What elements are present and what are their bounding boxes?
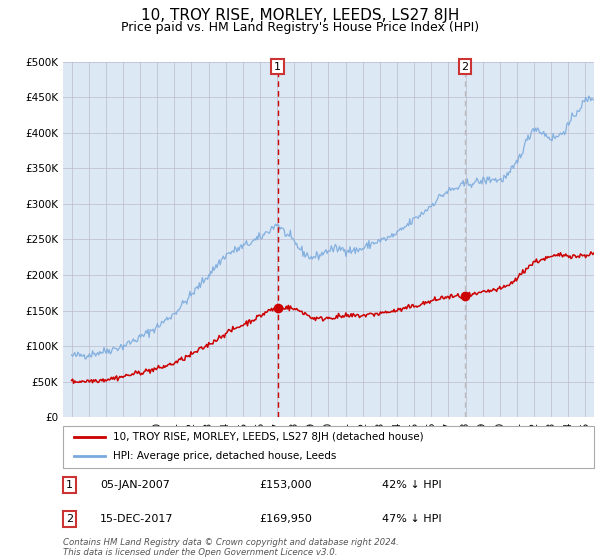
Text: 1: 1 [274,62,281,72]
Text: £169,950: £169,950 [259,514,313,524]
Text: Price paid vs. HM Land Registry's House Price Index (HPI): Price paid vs. HM Land Registry's House … [121,21,479,34]
Text: 15-DEC-2017: 15-DEC-2017 [100,514,173,524]
Text: 47% ↓ HPI: 47% ↓ HPI [382,514,441,524]
Text: 05-JAN-2007: 05-JAN-2007 [100,480,170,490]
Text: 2: 2 [461,62,469,72]
Text: 10, TROY RISE, MORLEY, LEEDS, LS27 8JH: 10, TROY RISE, MORLEY, LEEDS, LS27 8JH [141,8,459,24]
FancyBboxPatch shape [63,426,594,468]
Text: 1: 1 [66,480,73,490]
Text: 42% ↓ HPI: 42% ↓ HPI [382,480,441,490]
Text: 10, TROY RISE, MORLEY, LEEDS, LS27 8JH (detached house): 10, TROY RISE, MORLEY, LEEDS, LS27 8JH (… [113,432,424,442]
Text: £153,000: £153,000 [259,480,312,490]
Text: 2: 2 [66,514,73,524]
Text: HPI: Average price, detached house, Leeds: HPI: Average price, detached house, Leed… [113,451,337,461]
Text: Contains HM Land Registry data © Crown copyright and database right 2024.
This d: Contains HM Land Registry data © Crown c… [63,538,399,557]
